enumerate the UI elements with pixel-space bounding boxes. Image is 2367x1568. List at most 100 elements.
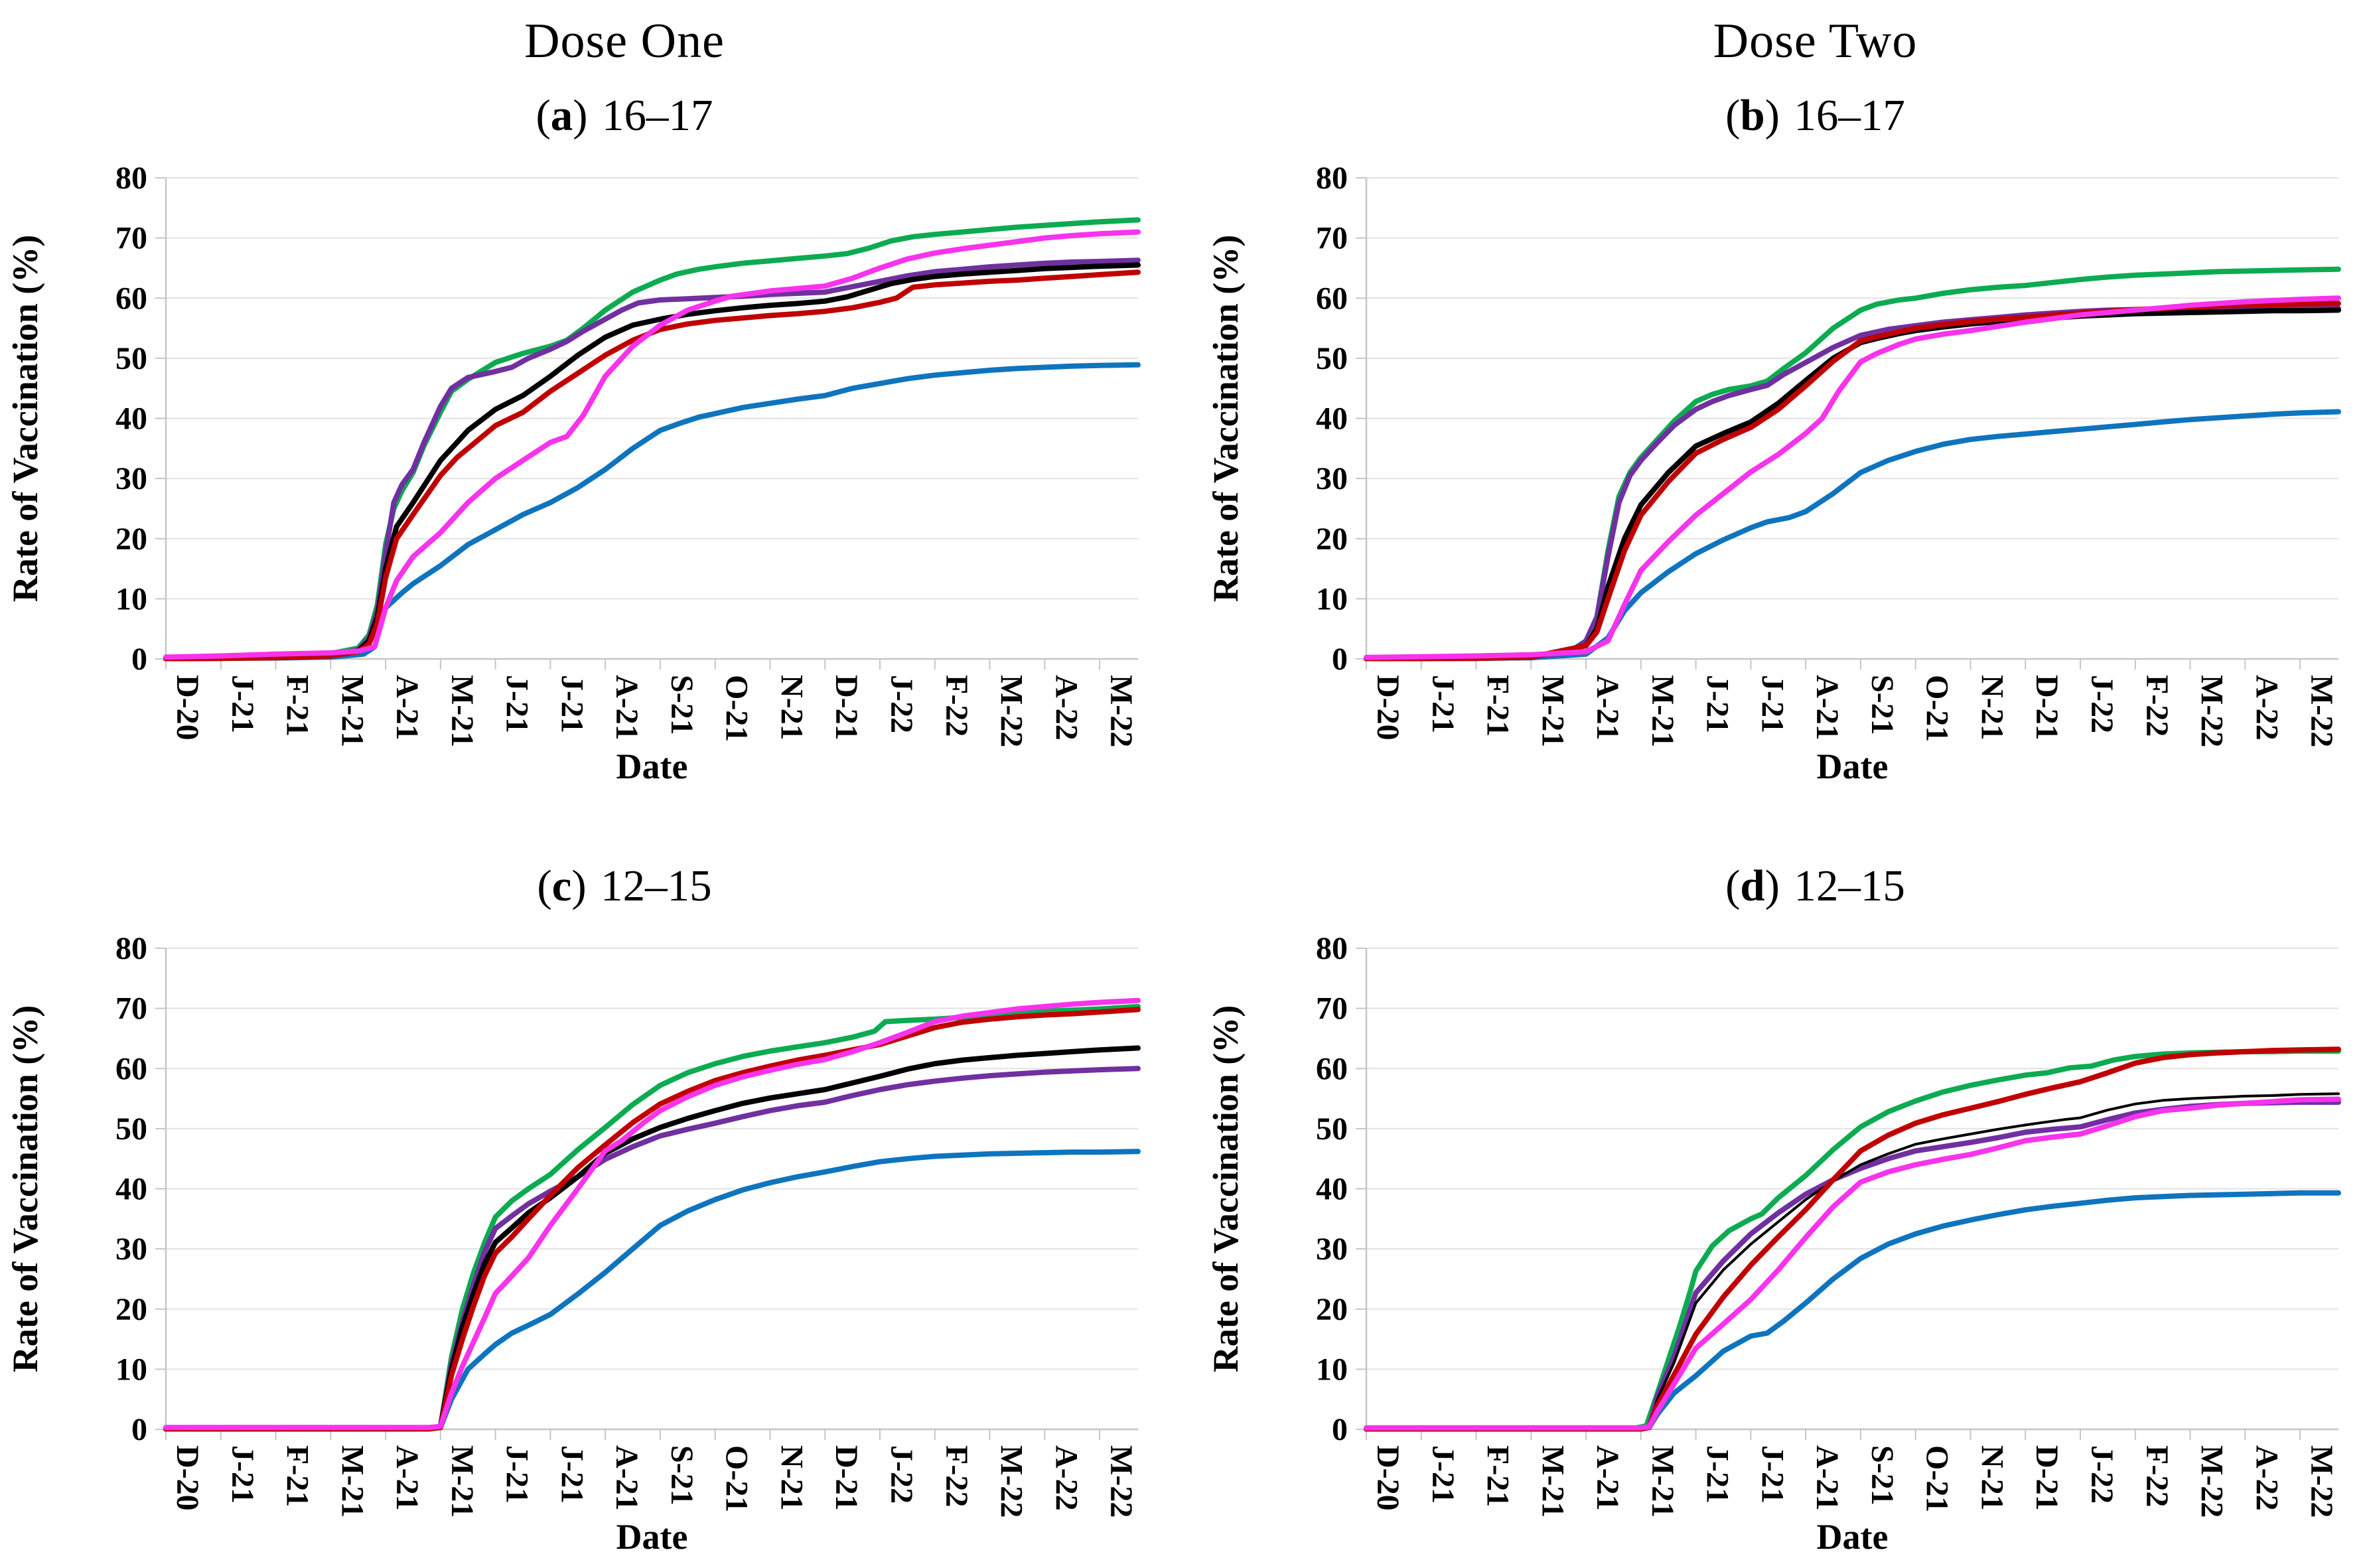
x-tick-label-3: M-21	[334, 675, 370, 747]
series-group-d	[1364, 1046, 2341, 1432]
y-tick-label-50: 50	[1316, 340, 1348, 376]
x-tick-label-4: A-21	[390, 675, 425, 741]
x-tick-label-16: A-22	[2249, 1445, 2284, 1511]
y-tick-label-70: 70	[115, 220, 147, 255]
series-blue-line	[163, 362, 1141, 662]
x-tick-label-0: D-20	[170, 675, 205, 741]
y-tick-label-60: 60	[1316, 281, 1348, 316]
y-tick-label-0: 0	[1332, 642, 1348, 677]
series-purple-line	[163, 1066, 1141, 1432]
y-tick-label-30: 30	[1316, 1232, 1348, 1267]
x-tick-label-12: D-21	[2029, 675, 2064, 741]
x-tick-label-10: O-21	[1920, 1445, 1955, 1512]
x-tick-label-5: M-21	[1645, 675, 1680, 747]
y-tick-label-50: 50	[115, 1111, 147, 1147]
y-tick-label-80: 80	[115, 161, 147, 196]
x-tick-label-4: A-21	[1590, 1445, 1625, 1511]
x-tick-label-17: M-22	[2304, 675, 2339, 747]
y-tick-label-40: 40	[115, 401, 147, 436]
y-tick-label-40: 40	[1316, 401, 1348, 436]
series-purple-line	[1364, 305, 2341, 662]
y-tick-label-30: 30	[1316, 461, 1348, 496]
x-tick-label-9: S-21	[664, 1445, 699, 1506]
panel-a-paren-open: (	[536, 90, 551, 140]
x-tick-label-0: D-20	[1370, 675, 1405, 741]
x-tick-label-15: M-22	[2194, 675, 2230, 747]
x-tick-label-8: A-21	[1810, 1445, 1845, 1511]
y-tick-labels-d: 0 10 20 30 40 50 60 70 80	[1316, 931, 1366, 1447]
y-axis-title: Rate of Vaccination (%)	[5, 1005, 45, 1372]
x-axis-title: Date	[616, 747, 688, 786]
series-black-line	[163, 261, 1141, 662]
series-group-a	[163, 216, 1141, 662]
x-tick-label-14: F-22	[2139, 675, 2175, 737]
x-tick-label-2: F-21	[1480, 1445, 1516, 1507]
x-tick-label-10: O-21	[719, 675, 754, 742]
series-green-line	[163, 216, 1141, 661]
y-tick-label-20: 20	[1316, 1292, 1348, 1327]
x-tick-labels-c: D-20 J-21 F-21 M-21 A-21 M-21 J-21 J-21 A-21 S-21…	[165, 1429, 1139, 1518]
x-tick-label-17: M-22	[2304, 1445, 2339, 1518]
x-axis-title: Date	[616, 1517, 688, 1557]
series-red-line	[163, 1007, 1141, 1432]
panel-a-letter: a	[550, 90, 573, 140]
y-tick-label-50: 50	[115, 340, 147, 376]
x-tick-label-4: A-21	[1590, 675, 1625, 741]
x-axis-title: Date	[1817, 747, 1889, 786]
x-tick-labels-d: D-20 J-21 F-21 M-21 A-21 M-21 J-21 J-21 A-21 S-21…	[1366, 1429, 2339, 1518]
x-tick-label-14: F-22	[939, 1445, 974, 1507]
x-tick-label-5: M-21	[445, 1445, 480, 1518]
y-tick-label-80: 80	[115, 931, 147, 966]
x-tick-label-14: F-22	[2139, 1445, 2175, 1507]
x-axis-title: Date	[1817, 1517, 1889, 1557]
x-tick-label-8: A-21	[609, 1445, 644, 1511]
panel-a-age-group: 16–17	[602, 90, 713, 140]
y-tick-label-30: 30	[115, 461, 147, 496]
panel-b-paren-open: (	[1725, 90, 1741, 140]
y-tick-label-50: 50	[1316, 1111, 1348, 1147]
x-tick-label-1: J-21	[225, 1445, 260, 1504]
panel-c-age-group: 12–15	[601, 861, 712, 910]
x-tick-label-7: J-21	[554, 675, 589, 733]
x-tick-label-13: J-22	[884, 675, 919, 733]
x-tick-label-0: D-20	[170, 1445, 205, 1511]
y-tick-label-20: 20	[1316, 521, 1348, 556]
y-tick-label-20: 20	[115, 521, 147, 556]
panel-d-age-group: 12–15	[1794, 861, 1905, 910]
series-magenta-line	[163, 229, 1141, 660]
y-tick-labels-a: 0 10 20 30 40 50 60 70 80	[115, 161, 166, 677]
x-tick-label-7: J-21	[1755, 675, 1790, 733]
x-tick-label-9: S-21	[664, 675, 699, 735]
y-tick-labels-b: 0 10 20 30 40 50 60 70 80	[1316, 161, 1366, 677]
x-tick-label-3: M-21	[1535, 1445, 1570, 1518]
series-blue-line	[1364, 1190, 2341, 1432]
x-tick-label-13: J-22	[884, 1445, 919, 1504]
x-tick-label-1: J-21	[225, 675, 260, 733]
x-tick-label-7: J-21	[1755, 1445, 1790, 1504]
series-blue-line	[163, 1149, 1141, 1432]
series-black-line	[1364, 307, 2341, 662]
x-tick-label-9: S-21	[1865, 675, 1900, 735]
x-tick-label-15: M-22	[994, 675, 1029, 747]
x-tick-label-1: J-21	[1425, 675, 1461, 733]
gridlines-a	[166, 177, 1138, 599]
x-tick-label-11: N-21	[1975, 1445, 2010, 1511]
x-tick-label-15: M-22	[994, 1445, 1029, 1518]
x-tick-label-1: J-21	[1425, 1445, 1461, 1504]
y-tick-label-20: 20	[115, 1292, 147, 1327]
y-tick-label-10: 10	[115, 581, 147, 616]
x-tick-labels-a: D-20 J-21 F-21 M-21 A-21 M-21 J-21 J-21 A-21 S-21…	[165, 658, 1139, 747]
x-tick-label-2: F-21	[1480, 675, 1516, 737]
y-axis-title: Rate of Vaccination (%)	[1206, 1005, 1246, 1372]
panel-c-paren-close: )	[571, 861, 587, 910]
y-tick-label-10: 10	[115, 1352, 147, 1387]
series-green-line	[163, 1003, 1141, 1432]
y-tick-label-70: 70	[1316, 220, 1348, 255]
panel-b: Dose Two (b) 16–17 0 10 20 30 40 50 60 70 80 D-20 J…	[1186, 0, 2367, 790]
panel-b-letter: b	[1740, 90, 1765, 140]
x-tick-label-16: A-22	[1048, 675, 1084, 741]
x-tick-label-10: O-21	[719, 1445, 754, 1512]
column-title-dose-two: Dose Two	[1713, 14, 1918, 68]
x-tick-label-11: N-21	[1975, 675, 2010, 741]
